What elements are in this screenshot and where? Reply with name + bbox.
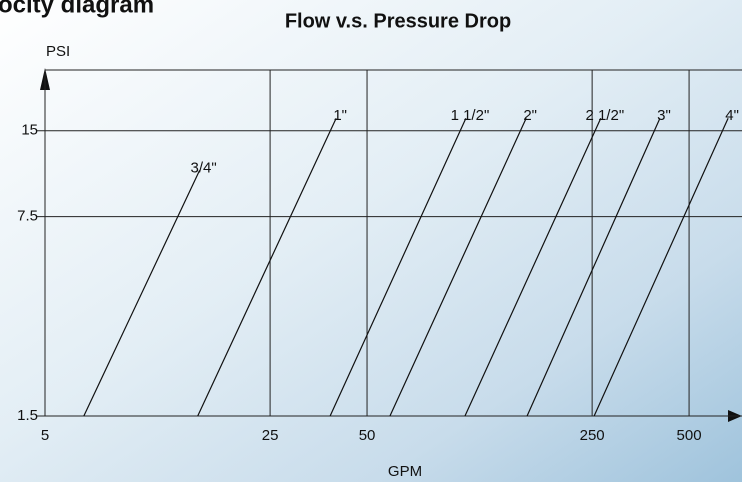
y-tick-label: 7.5 [17, 208, 38, 225]
chart: ocity diagram Flow v.s. Pressure Drop PS… [0, 0, 742, 482]
x-tick-label: 25 [262, 427, 279, 444]
background [0, 0, 742, 482]
series-label: 2" [523, 107, 537, 124]
x-tick-label: 5 [41, 427, 49, 444]
corner-text: ocity diagram [0, 0, 154, 18]
chart-title: Flow v.s. Pressure Drop [285, 10, 511, 32]
series-label: 1 1/2" [451, 107, 490, 124]
x-tick-label: 250 [580, 427, 605, 444]
series-label: 4" [725, 107, 739, 124]
x-axis-label: GPM [388, 463, 422, 480]
series-label: 1" [333, 107, 347, 124]
y-tick-label: 15 [21, 122, 38, 139]
series-label: 3/4" [190, 159, 216, 176]
x-tick-label: 50 [359, 427, 376, 444]
y-axis-label: PSI [46, 43, 70, 60]
x-tick-label: 500 [677, 427, 702, 444]
series-label: 3" [657, 107, 671, 124]
series-label: 2 1/2" [585, 107, 624, 124]
y-tick-label: 1.5 [17, 407, 38, 424]
